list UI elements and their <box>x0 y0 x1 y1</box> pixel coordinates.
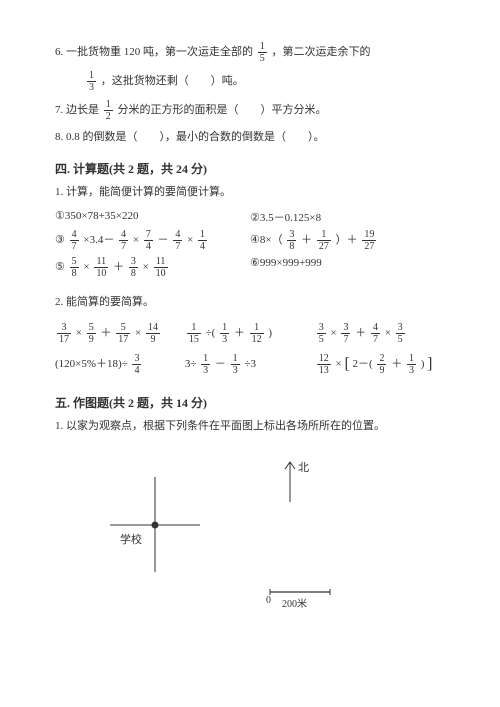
calc-row-3: ⑤ 58 × 1110 ＋ 38 × 1110 ⑥999×999+999 <box>55 256 445 279</box>
simp-item-a: 317 × 59 ＋ 517 × 149 <box>55 322 185 345</box>
simp-item-c: 35 × 37 ＋ 47 × 35 <box>315 322 445 345</box>
fraction-1-5: 1 5 <box>258 41 267 64</box>
calc-item-1: ①350×78+35×220 <box>55 209 250 225</box>
section-5-title: 五. 作图题(共 2 题，共 14 分) <box>55 394 445 411</box>
simp-item-d: (120×5%＋18)÷ 34 <box>55 353 185 376</box>
calc-item-6: ⑥999×999+999 <box>250 256 445 279</box>
scale-zero: 0 <box>266 595 271 606</box>
fraction-1-3: 1 3 <box>87 70 96 93</box>
q6-text-1: 6. 一批货物重 120 吨，第一次运走全部的 <box>55 46 253 58</box>
calc-row-2: ③ 47 ×3.4－ 47 × 74 － 47 × 14 ④8×（ 38 ＋ 1… <box>55 229 445 252</box>
page-content: 6. 一批货物重 120 吨，第一次运走全部的 1 5 ，第二次运走余下的 1 … <box>0 0 500 627</box>
calc-item-2: ②3.5－0.125×8 <box>250 209 445 225</box>
q7-prefix: 7. 边长是 <box>55 104 99 116</box>
simp-item-b: 115 ÷( 13 ＋ 112 ) <box>185 322 315 345</box>
simp-row-2: (120×5%＋18)÷ 34 3÷ 13 － 13 ÷3 1213 × [ 2… <box>55 353 445 376</box>
question-6-cont: 1 3 ，这批货物还剩（ ）吨。 <box>55 70 445 93</box>
q6-text-2: ，第二次运走余下的 <box>272 46 371 58</box>
sec4-prompt-1: 1. 计算，能简便计算的要简便计算。 <box>55 183 445 203</box>
calc-item-4: ④8×（ 38 ＋ 127 ）＋ 1927 <box>250 229 445 252</box>
simp-item-e: 3÷ 13 － 13 ÷3 <box>185 353 315 376</box>
scale-label: 200米 <box>282 595 307 610</box>
calc-row-1: ①350×78+35×220 ②3.5－0.125×8 <box>55 209 445 225</box>
q6-text-3: ，这批货物还剩（ ）吨。 <box>101 75 244 87</box>
calc-item-5: ⑤ 58 × 1110 ＋ 38 × 1110 <box>55 256 250 279</box>
q7-suffix: 分米的正方形的面积是（ ）平方分米。 <box>118 104 327 116</box>
north-label: 北 <box>298 459 309 475</box>
simp-item-f: 1213 × [ 2－( 29 ＋ 13 ) ] <box>315 353 445 376</box>
simp-row-1: 317 × 59 ＋ 517 × 149 115 ÷( 13 ＋ 112 ) 3… <box>55 322 445 345</box>
map-diagram: 北 学校 0 200米 <box>100 447 400 607</box>
map-svg <box>100 447 400 607</box>
question-7: 7. 边长是 1 2 分米的正方形的面积是（ ）平方分米。 <box>55 99 445 122</box>
school-label: 学校 <box>120 531 142 547</box>
sec4-prompt-2: 2. 能简算的要简算。 <box>55 293 445 313</box>
fraction-1-2: 1 2 <box>104 99 113 122</box>
question-8: 8. 0.8 的倒数是（ ），最小的合数的倒数是（ ）。 <box>55 128 445 148</box>
sec5-prompt-1: 1. 以家为观察点，根据下列条件在平面图上标出各场所所在的位置。 <box>55 417 445 437</box>
calc-item-3: ③ 47 ×3.4－ 47 × 74 － 47 × 14 <box>55 229 250 252</box>
section-4-title: 四. 计算题(共 2 题，共 24 分) <box>55 160 445 177</box>
question-6: 6. 一批货物重 120 吨，第一次运走全部的 1 5 ，第二次运走余下的 <box>55 41 445 64</box>
